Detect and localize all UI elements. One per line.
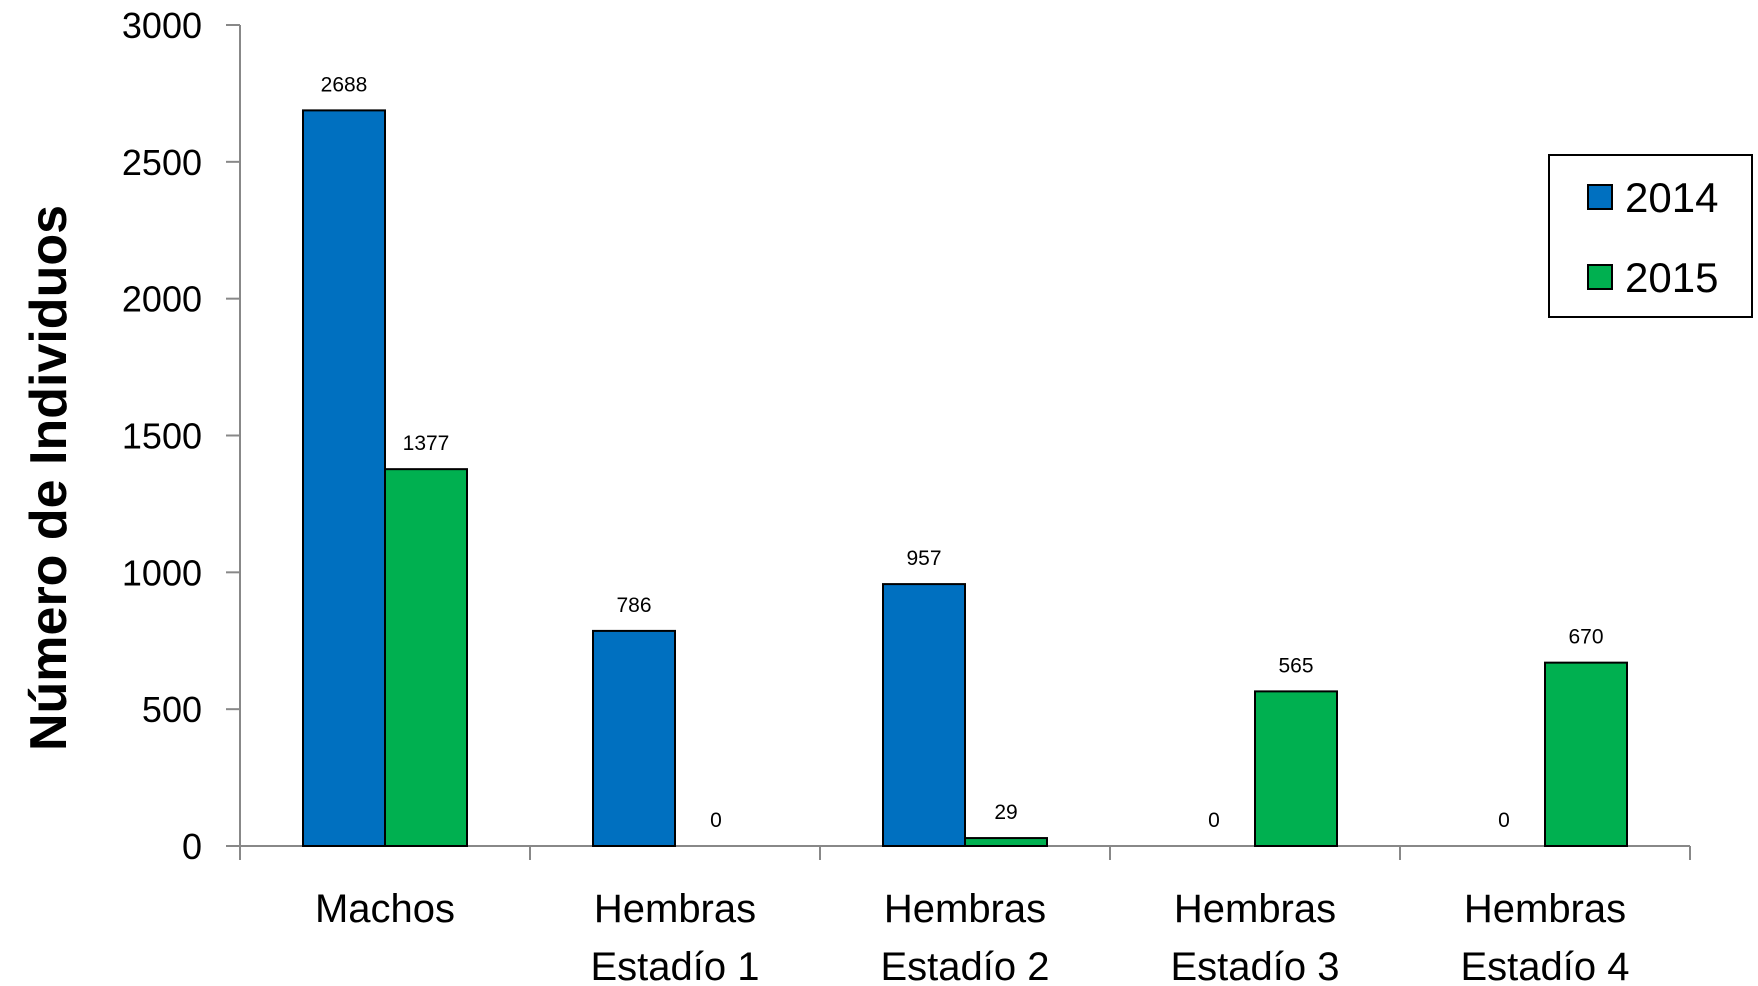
bar-2015-2 — [964, 837, 1048, 847]
legend: 2014 2015 — [1548, 154, 1753, 318]
y-tick-label: 500 — [142, 689, 202, 730]
data-label: 0 — [1208, 809, 1220, 832]
y-tick-label: 0 — [182, 826, 202, 867]
x-category-label-line: Hembras — [884, 887, 1046, 931]
y-ticks: 0 500 1000 1500 2000 2500 3000 — [122, 5, 240, 867]
x-category-label: Hembras Estadío 1 — [590, 887, 759, 986]
x-category-label-line: Estadío 1 — [590, 945, 759, 986]
data-label: 0 — [1498, 809, 1510, 832]
data-label: 1377 — [403, 432, 450, 455]
data-label: 29 — [994, 801, 1017, 824]
x-category-label-line: Estadío 2 — [880, 945, 1049, 986]
bar-2015-3 — [1254, 690, 1338, 848]
data-label: 0 — [710, 809, 722, 832]
x-category-label: Machos — [315, 887, 455, 931]
y-tick-label: 2500 — [122, 142, 202, 183]
x-category-label-line: Hembras — [1174, 887, 1336, 931]
x-category-label-line: Estadío 3 — [1170, 945, 1339, 986]
x-category-label-line: Machos — [315, 887, 455, 931]
x-category-label-line: Hembras — [594, 887, 756, 931]
legend-box — [1548, 154, 1753, 318]
bar-2014-0 — [302, 109, 386, 848]
bar-2015-4 — [1544, 661, 1628, 847]
data-label: 957 — [906, 547, 941, 570]
legend-label-2014: 2014 — [1625, 174, 1718, 221]
y-axis-title-group: Número de Individuos — [20, 205, 78, 751]
x-category-label: Hembras Estadío 4 — [1460, 887, 1629, 986]
data-label: 786 — [616, 594, 651, 617]
y-tick-label: 1500 — [122, 416, 202, 457]
bar-2014-1 — [592, 629, 676, 848]
legend-swatch-2015 — [1587, 264, 1613, 290]
legend-label-2015: 2015 — [1625, 254, 1718, 301]
x-category-label-line: Hembras — [1464, 887, 1626, 931]
x-category-label-line: Estadío 4 — [1460, 945, 1629, 986]
data-label: 670 — [1568, 626, 1603, 649]
y-tick-label: 2000 — [122, 279, 202, 320]
x-category-label: Hembras Estadío 2 — [880, 887, 1049, 986]
data-labels: 2688 1377 786 0 957 29 0 565 0 670 — [321, 73, 1604, 832]
y-axis-title: Número de Individuos — [20, 205, 78, 751]
bars — [302, 109, 1628, 848]
y-tick-label: 3000 — [122, 5, 202, 46]
bar-2015-0 — [384, 468, 468, 847]
data-label: 565 — [1278, 654, 1313, 677]
legend-swatch-2014 — [1587, 184, 1613, 210]
bar-2014-2 — [882, 583, 966, 847]
y-tick-label: 1000 — [122, 552, 202, 593]
x-category-label: Hembras Estadío 3 — [1170, 887, 1339, 986]
data-label: 2688 — [321, 73, 368, 96]
